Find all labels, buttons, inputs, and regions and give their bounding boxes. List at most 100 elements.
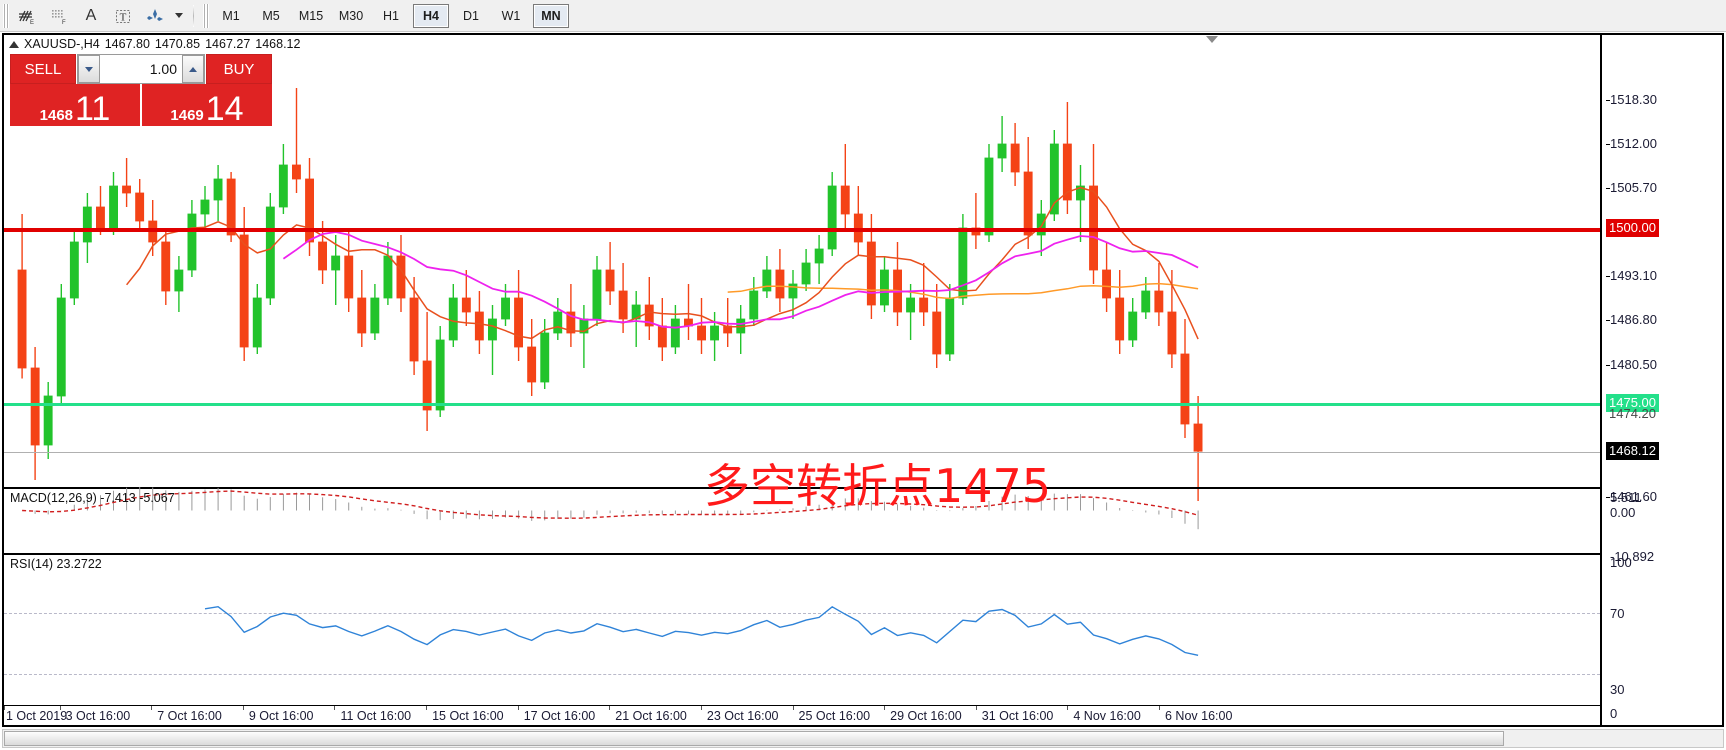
objects-icon[interactable] [140, 3, 170, 29]
text-tool-icon[interactable]: A [85, 6, 97, 24]
rsi-label: RSI(14) 23.2722 [10, 557, 102, 571]
price-axis-label: 1512.00 [1606, 137, 1657, 151]
support-line-1475[interactable] [4, 403, 1600, 406]
svg-text:T: T [120, 11, 127, 23]
chevron-down-icon [85, 66, 93, 72]
grid-icon[interactable]: F [44, 3, 74, 29]
price-axis-label: 1461.60 [1606, 489, 1657, 504]
timeframe-button-mn[interactable]: MN [533, 3, 569, 28]
buy-price-pips: 14 [205, 90, 244, 128]
svg-text:E: E [30, 20, 34, 26]
chart-plot-wrapper: 多空转折点1475 MACD(12,26,9) -7.413 -5.067 RS… [4, 35, 1722, 725]
time-axis-label: 1 Oct 2019 [6, 709, 68, 723]
time-axis-label: 29 Oct 16:00 [890, 709, 962, 723]
time-axis-label: 7 Oct 16:00 [157, 709, 222, 723]
time-axis-tick [334, 706, 336, 710]
toolbar-grip[interactable] [3, 3, 9, 28]
timeframe-button-w1[interactable]: W1 [501, 8, 521, 23]
ohlc-low: 1467.27 [205, 37, 251, 51]
rsi-axis-label: 0 [1610, 706, 1618, 721]
timeframe-button-m1[interactable]: M1 [222, 8, 240, 23]
time-axis[interactable]: 1 Oct 2019 3 Oct 16:00 7 Oct 16:00 9 Oct 16… [4, 705, 1600, 727]
volume-stepper[interactable]: 1.00 [77, 54, 205, 84]
timeframe-button-m5[interactable]: M5 [262, 8, 280, 23]
time-axis-tick [517, 706, 519, 710]
macd-pane[interactable]: MACD(12,26,9) -7.413 -5.067 [4, 486, 1600, 551]
price-axis-label-highlight: 1500.00 [1606, 219, 1659, 237]
time-axis-tick [4, 706, 5, 710]
macd-axis-label: 5.511 [1610, 490, 1642, 505]
rsi-axis-label: 100 [1610, 555, 1632, 570]
time-axis-tick [609, 706, 611, 710]
price-axis-label-highlight: 1468.12 [1606, 442, 1659, 461]
sell-price-pips: 11 [75, 90, 111, 128]
time-axis-label: 4 Nov 16:00 [1073, 709, 1141, 723]
time-axis-label: 25 Oct 16:00 [798, 709, 871, 723]
price-axis-tick [1606, 144, 1610, 145]
price-axis-label: 1505.70 [1606, 181, 1657, 195]
timeframe-group: M1 M5 M15 M30 H1 H4 D1 W1 MN [211, 3, 571, 28]
price-axis-tick [1606, 276, 1610, 278]
volume-increment-button[interactable] [182, 55, 204, 83]
buy-price-quote[interactable]: 1469 14 [142, 84, 272, 126]
rsi-axis-label: 30 [1610, 682, 1625, 697]
buy-button[interactable]: BUY [206, 54, 272, 84]
price-axis-label-highlight: 1474.20 [1609, 406, 1656, 421]
time-axis-tick [1067, 706, 1069, 710]
volume-decrement-button[interactable] [78, 55, 100, 83]
triangle-up-icon [9, 40, 19, 48]
buy-price-integer: 1469 [170, 107, 204, 124]
time-axis-tick [151, 706, 153, 710]
timeframe-button-m15[interactable]: M15 [298, 8, 324, 23]
price-axis-tick [1606, 496, 1610, 498]
resistance-line-1500[interactable] [4, 228, 1600, 232]
price-pane[interactable]: 多空转折点1475 [4, 35, 1600, 513]
price-axis-label: 1480.50 [1606, 357, 1657, 372]
text-label-icon[interactable]: T [108, 3, 138, 29]
one-click-trading-panel[interactable]: SELL 1.00 BUY 1468 11 1469 14 [10, 54, 272, 126]
rsi-series [204, 605, 1199, 656]
timeframe-button-h1[interactable]: H1 [383, 8, 399, 23]
time-axis-tick [700, 706, 702, 710]
time-axis-tick [1159, 706, 1160, 710]
scrollbar-thumb[interactable] [4, 731, 1504, 746]
time-axis-label: 23 Oct 16:00 [706, 709, 779, 723]
price-axis-label: 1474.20 [1606, 407, 1659, 421]
horizontal-scrollbar[interactable] [2, 729, 1724, 748]
trade-panel-top-row: SELL 1.00 BUY [10, 54, 272, 84]
time-axis-label: 31 Oct 16:00 [981, 709, 1054, 723]
price-axis-label: 1486.80 [1606, 313, 1657, 327]
price-axis[interactable]: 1518.30 1512.00 1505.70 1500.00 1493.10 1486.… [1600, 35, 1722, 725]
trade-panel-quotes-row: 1468 11 1469 14 [10, 84, 272, 126]
chart-annotation: 多空转折点1475 [704, 459, 1052, 513]
time-axis-label: 3 Oct 16:00 [65, 709, 131, 723]
ohlc-close: 1468.12 [255, 37, 301, 51]
sell-price-quote[interactable]: 1468 11 [10, 84, 140, 126]
timeframe-button-m30[interactable]: M30 [338, 8, 364, 23]
objects-dropdown-arrow[interactable] [172, 3, 186, 29]
price-axis-label: 1493.10 [1606, 269, 1657, 283]
macd-axis-label: -10.892 [1610, 549, 1655, 564]
volume-input[interactable]: 1.00 [149, 61, 177, 77]
chevron-down-icon [175, 13, 183, 18]
timeframe-button-d1[interactable]: D1 [463, 8, 479, 23]
price-axis-label-highlight: 1475.00 [1606, 394, 1659, 412]
time-axis-label: 9 Oct 16:00 [248, 709, 314, 723]
symbol-label: XAUUSD-,H4 [24, 37, 100, 51]
price-axis-tick [1606, 99, 1610, 101]
crosshair-marker-icon [1206, 36, 1218, 43]
time-axis-tick [242, 706, 244, 710]
price-axis-label: 1468.12 [1606, 442, 1659, 461]
svg-text:F: F [62, 20, 66, 26]
rsi-pane[interactable]: RSI(14) 23.2722 [4, 553, 1600, 705]
time-axis-label: 11 Oct 16:00 [340, 709, 412, 723]
macd-label: MACD(12,26,9) -7.413 -5.067 [10, 491, 175, 505]
sell-button[interactable]: SELL [10, 54, 76, 84]
time-axis-label: 6 Nov 16:00 [1165, 709, 1233, 723]
rsi-axis-label: 70 [1610, 606, 1625, 621]
timeframe-grip[interactable] [203, 3, 209, 28]
timeframe-button-h4[interactable]: H4 [413, 3, 449, 28]
indicators-icon[interactable]: E [12, 3, 42, 29]
time-axis-tick [792, 706, 794, 710]
chart-area[interactable]: 多空转折点1475 MACD(12,26,9) -7.413 -5.067 RS… [2, 33, 1724, 727]
